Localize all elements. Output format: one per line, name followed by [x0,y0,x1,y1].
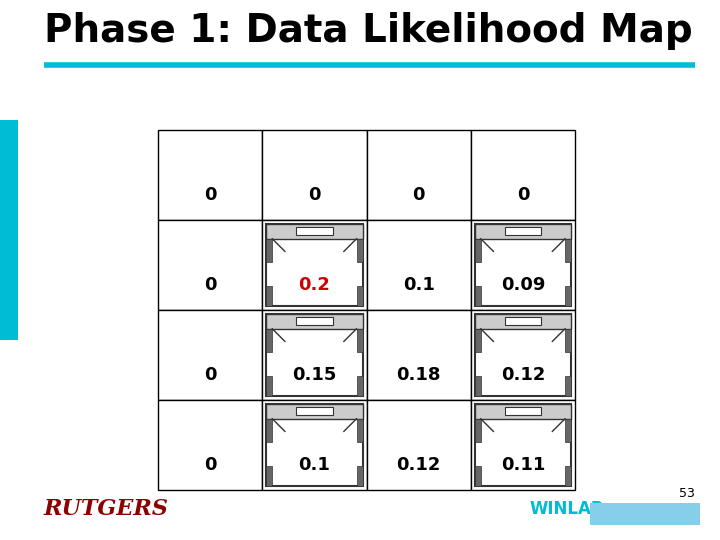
Bar [262,310,366,400]
Text: 53: 53 [679,487,695,500]
Bar [565,286,571,306]
Bar [266,404,362,418]
Text: 0.09: 0.09 [500,276,545,294]
Bar [474,314,571,329]
Bar [590,503,700,525]
Bar [266,286,272,306]
Text: 0: 0 [413,186,425,204]
Bar [262,220,366,310]
Bar [474,286,481,306]
Bar [266,314,362,329]
Bar [471,130,575,220]
Text: 0.1: 0.1 [298,456,330,474]
Bar [356,239,362,262]
Bar [158,220,262,310]
Bar [296,407,333,415]
Text: 0: 0 [204,456,217,474]
Text: 0.18: 0.18 [397,366,441,384]
Text: 0.1: 0.1 [402,276,435,294]
Bar [366,220,471,310]
Text: 0: 0 [204,186,217,204]
Bar [266,224,362,306]
Bar [296,227,333,235]
Bar [366,400,471,490]
Bar [505,318,541,326]
Text: 0.15: 0.15 [292,366,336,384]
Bar [356,329,362,352]
Bar [158,130,262,220]
Bar [366,310,471,400]
Text: 0.12: 0.12 [500,366,545,384]
Bar [471,310,575,400]
Bar [474,224,571,239]
Text: WINLAB: WINLAB [530,500,605,518]
Bar [356,418,362,442]
Bar [565,376,571,396]
Bar [266,314,362,396]
Bar [0,120,18,340]
Text: RUTGERS: RUTGERS [44,498,169,520]
Bar [471,400,575,490]
Bar [266,239,272,262]
Bar [262,400,366,490]
Bar [158,400,262,490]
Bar [296,318,333,326]
Bar [158,310,262,400]
Text: 0: 0 [204,366,217,384]
Bar [505,227,541,235]
Bar [356,286,362,306]
Bar [356,376,362,396]
Text: 0: 0 [308,186,320,204]
Bar [474,314,571,396]
Bar [266,404,362,486]
Bar [565,466,571,486]
Bar [474,329,481,352]
Text: 0.11: 0.11 [500,456,545,474]
Bar [474,224,571,306]
Text: Phase 1: Data Likelihood Map: Phase 1: Data Likelihood Map [44,12,693,50]
Bar [474,466,481,486]
Bar [366,130,471,220]
Text: 0: 0 [204,276,217,294]
Text: 0.2: 0.2 [298,276,330,294]
Text: 0: 0 [517,186,529,204]
Bar [266,224,362,239]
Bar [505,407,541,415]
Bar [565,418,571,442]
Bar [266,418,272,442]
Bar [474,404,571,486]
Bar [474,239,481,262]
Bar [474,418,481,442]
Bar [266,329,272,352]
Bar [471,220,575,310]
Bar [356,466,362,486]
Bar [474,376,481,396]
Bar [262,130,366,220]
Bar [266,466,272,486]
Text: 0.12: 0.12 [397,456,441,474]
Bar [266,376,272,396]
Bar [565,239,571,262]
Bar [474,404,571,418]
Bar [565,329,571,352]
